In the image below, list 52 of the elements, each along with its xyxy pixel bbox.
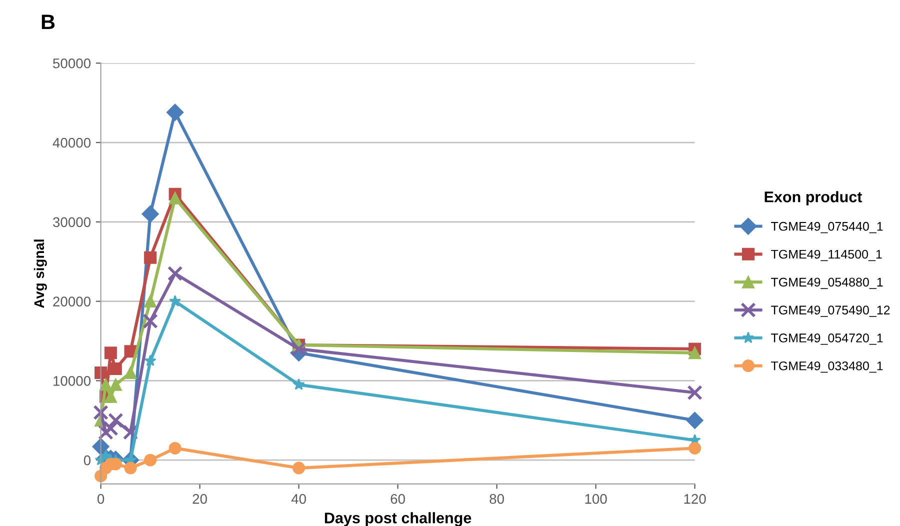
x-tick-label: 60	[390, 494, 405, 504]
point	[108, 412, 124, 428]
point	[169, 295, 182, 306]
y-axis-title: Avg signal	[34, 240, 47, 308]
x-tick-label: 120	[684, 494, 706, 504]
legend-label: TGME49_075490_12	[771, 306, 890, 317]
x-tick-label: 20	[192, 494, 207, 504]
point	[687, 384, 702, 400]
point	[686, 412, 704, 429]
point	[124, 462, 137, 474]
point	[103, 420, 118, 436]
point	[688, 442, 702, 454]
x-tick-label: 0	[97, 494, 104, 504]
x-tick-label: 80	[490, 494, 504, 504]
y-tick-label: 0	[84, 455, 91, 466]
legend-label: TGME49_033480_1	[771, 361, 883, 373]
point	[144, 251, 157, 264]
point	[166, 104, 184, 121]
point	[144, 454, 157, 466]
point	[98, 424, 114, 440]
x-tick-label: 40	[291, 494, 306, 504]
y-tick-label: 40000	[52, 138, 91, 148]
chart-title: B	[42, 14, 55, 30]
point	[109, 362, 122, 376]
x-axis-title: Days post challenge	[324, 512, 472, 526]
point	[104, 346, 117, 360]
legend-title: Exon product	[764, 191, 862, 206]
point	[292, 378, 305, 390]
y-tick-label: 20000	[53, 296, 91, 306]
legend-label: TGME49_114500_1	[771, 250, 882, 262]
point	[93, 404, 108, 420]
point	[142, 314, 158, 329]
x-tick-label: 100	[585, 494, 607, 504]
point	[168, 192, 182, 204]
legend-label: TGME49_075440_1	[771, 222, 883, 234]
point	[142, 205, 159, 223]
point	[124, 366, 137, 380]
legend-label: TGME49_054720_1	[771, 334, 883, 345]
point	[144, 354, 156, 366]
point	[144, 295, 157, 308]
y-tick-label: 10000	[54, 376, 91, 386]
legend-label: TGME49_054880_1	[771, 278, 883, 289]
point	[109, 378, 122, 391]
point	[104, 390, 117, 403]
y-tick-label: 30000	[52, 217, 91, 228]
point	[292, 462, 306, 474]
point	[688, 346, 702, 360]
point	[291, 341, 306, 357]
y-tick-label: 50000	[53, 58, 91, 68]
point	[167, 266, 183, 282]
point	[100, 378, 112, 391]
point	[168, 442, 182, 454]
